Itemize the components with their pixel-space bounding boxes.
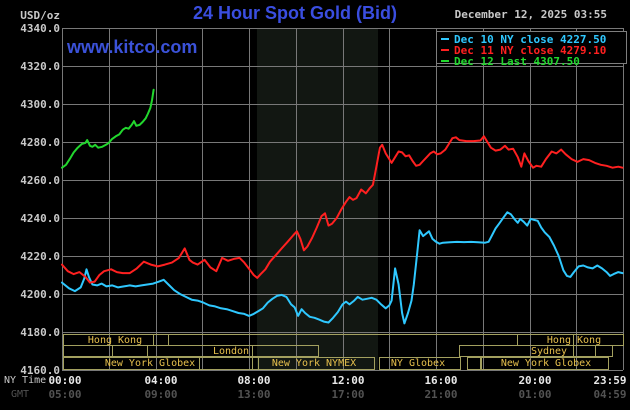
legend-item-label: Dec 11 NY close 4279.10: [454, 44, 607, 57]
x-axis-tick-gmt: 01:00: [518, 388, 552, 401]
session-box: [481, 357, 609, 370]
x-axis-tick-ny: 12:00: [331, 374, 365, 387]
session-box: [63, 345, 113, 357]
y-axis-tick: 4300.0: [20, 98, 60, 111]
x-axis-tick-gmt: 17:00: [331, 388, 365, 401]
session-label-new-york-globex: New York Globex: [104, 358, 196, 369]
legend: Dec 10 NY close 4227.50 Dec 11 NY close 4…: [436, 31, 627, 67]
x-axis-tick-gmt: 05:00: [48, 388, 82, 401]
y-axis-tick: 4160.0: [20, 364, 60, 377]
x-axis-tick-ny: 20:00: [518, 374, 552, 387]
x-axis-primary-label: NY Time: [4, 375, 47, 386]
y-axis-tick: 4340.0: [20, 22, 60, 35]
legend-item-2: Dec 12 Last 4307.50: [441, 55, 626, 68]
y-axis-tick: 4260.0: [20, 174, 60, 187]
session-label-hong-kong: Hong Kong: [546, 335, 602, 346]
session-label-ny-globex: NY Globex: [390, 358, 446, 369]
legend-item-label: Dec 10 NY close 4227.50: [454, 33, 607, 46]
x-axis-tick-ny: 08:00: [237, 374, 271, 387]
session-box: [467, 357, 481, 370]
kitco-link[interactable]: www.kitco.com: [67, 37, 198, 57]
legend-item-0: Dec 10 NY close 4227.50: [441, 33, 626, 46]
session-label-new-york-globex: New York Globex: [500, 358, 592, 369]
legend-item-1: Dec 11 NY close 4279.10: [441, 44, 626, 57]
x-axis-tick-gmt: 21:00: [424, 388, 458, 401]
legend-dash-icon: [441, 48, 449, 51]
y-axis-tick: 4280.0: [20, 136, 60, 149]
legend-item-label: Dec 12 Last 4307.50: [454, 55, 580, 68]
session-label-hong-kong: Hong Kong: [87, 335, 143, 346]
session-box: [199, 357, 253, 370]
x-axis-tick-ny: 16:00: [424, 374, 458, 387]
legend-dash-icon: [441, 59, 449, 62]
session-box: [595, 345, 613, 357]
x-axis-tick-gmt: 09:00: [144, 388, 178, 401]
price-line-series-2: [61, 88, 155, 169]
y-axis-tick: 4180.0: [20, 326, 60, 339]
session-box: [379, 357, 461, 370]
legend-dash-icon: [441, 37, 449, 40]
session-box: [147, 345, 319, 357]
session-label-london: London: [212, 346, 250, 357]
y-axis-tick: 4240.0: [20, 212, 60, 225]
x-axis-tick-gmt: 04:59: [593, 388, 627, 401]
session-label-sydney: Sydney: [530, 346, 568, 357]
y-axis-units-label: USD/oz: [20, 9, 60, 22]
session-box: [459, 345, 596, 357]
x-axis-tick-gmt: 13:00: [237, 388, 271, 401]
x-axis-secondary-label: GMT: [11, 389, 30, 400]
nymex-hours-band: [256, 28, 379, 370]
page-title: 24 Hour Spot Gold (Bid): [193, 3, 397, 23]
x-axis-tick-ny: 23:59: [593, 374, 627, 387]
price-line-series-1: [61, 135, 624, 284]
session-label-new-york-nymex: New York NYMEX: [271, 358, 357, 369]
x-axis-tick-ny: 00:00: [48, 374, 82, 387]
session-box: [112, 345, 148, 357]
y-axis-tick: 4320.0: [20, 60, 60, 73]
y-axis-tick: 4200.0: [20, 288, 60, 301]
y-axis-tick: 4220.0: [20, 250, 60, 263]
datetime-label: December 12, 2025 03:55: [454, 8, 607, 21]
x-axis-tick-ny: 04:00: [144, 374, 178, 387]
price-line-series-0: [61, 211, 624, 325]
session-box: [258, 357, 375, 370]
